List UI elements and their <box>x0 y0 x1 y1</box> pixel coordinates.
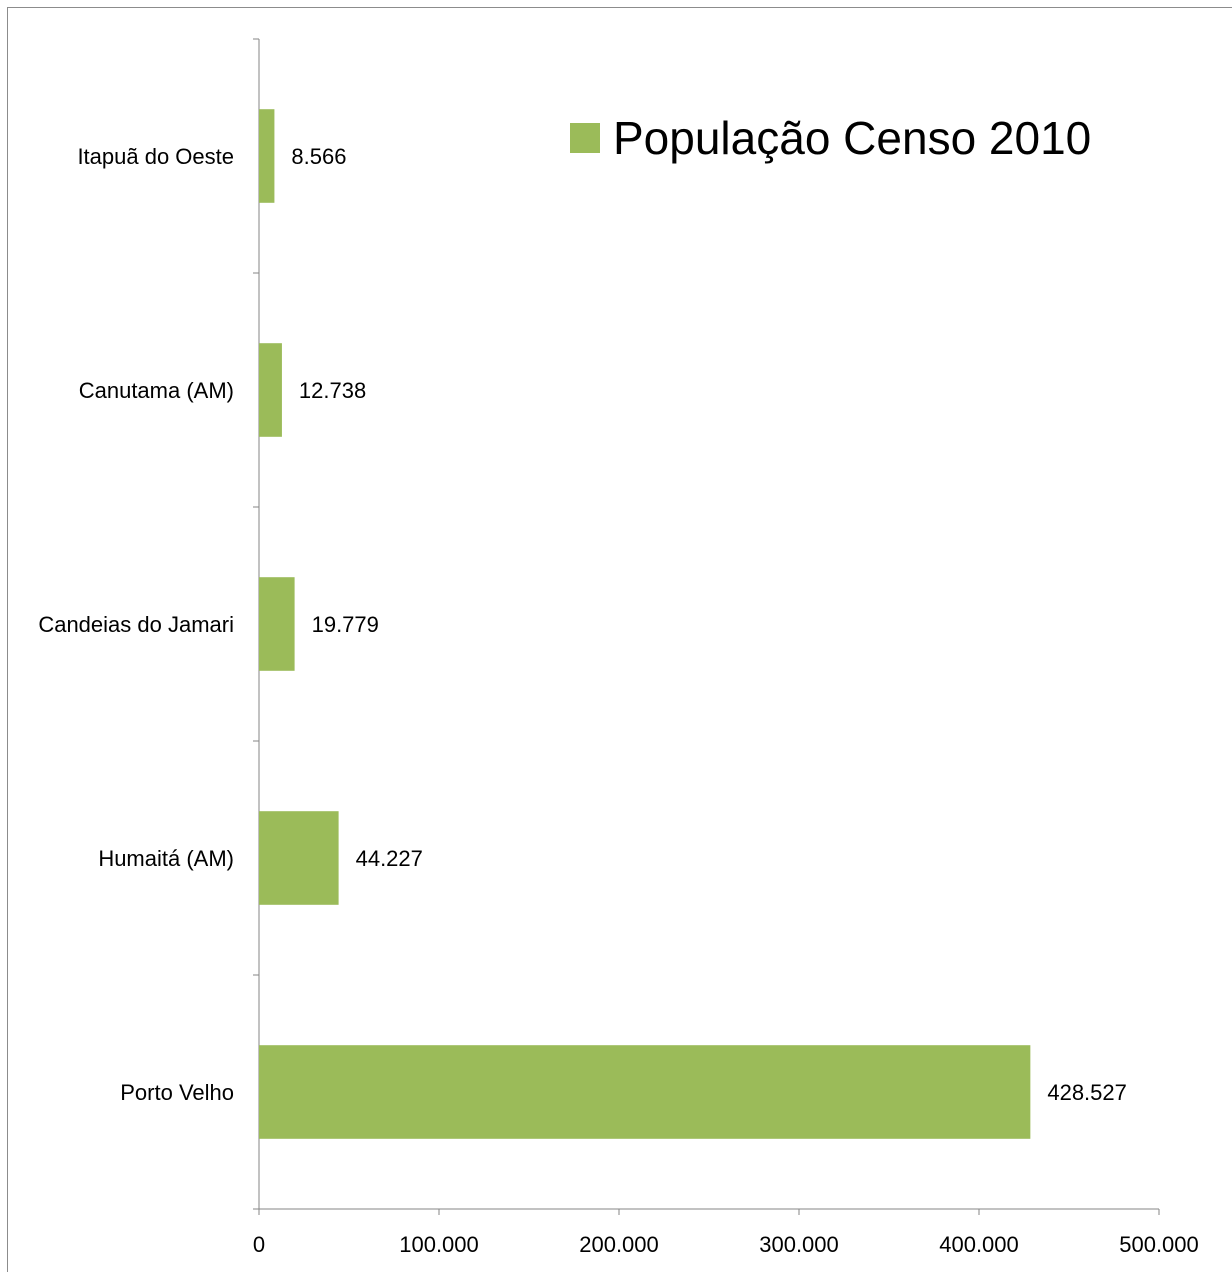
legend-swatch <box>570 123 600 153</box>
chart-frame <box>7 7 1232 1272</box>
category-label: Itapuã do Oeste <box>77 144 234 169</box>
x-tick-label: 500.000 <box>1119 1232 1199 1257</box>
x-tick-label: 200.000 <box>579 1232 659 1257</box>
bar <box>259 577 295 671</box>
legend: População Censo 2010 <box>570 112 1091 164</box>
value-label: 428.527 <box>1047 1080 1127 1105</box>
labels: 0 100.000 200.000 300.000 400.000 500.000 Itap… <box>38 144 1198 1257</box>
value-label: 44.227 <box>356 846 423 871</box>
x-tick-label: 100.000 <box>399 1232 479 1257</box>
bar <box>259 811 339 905</box>
x-tick-label: 300.000 <box>759 1232 839 1257</box>
value-label: 19.779 <box>312 612 379 637</box>
bar <box>259 343 282 437</box>
bar <box>259 109 275 203</box>
legend-label: População Censo 2010 <box>613 112 1091 164</box>
category-label: Candeias do Jamari <box>38 612 234 637</box>
x-tick-label: 400.000 <box>939 1232 1019 1257</box>
category-label: Porto Velho <box>120 1080 234 1105</box>
bar <box>259 1045 1031 1139</box>
category-label: Humaitá (AM) <box>98 846 234 871</box>
x-tick-label: 0 <box>253 1232 265 1257</box>
value-label: 12.738 <box>299 378 366 403</box>
bars <box>259 109 1031 1139</box>
category-label: Canutama (AM) <box>79 378 234 403</box>
axes <box>253 38 1160 1215</box>
value-label: 8.566 <box>291 144 346 169</box>
